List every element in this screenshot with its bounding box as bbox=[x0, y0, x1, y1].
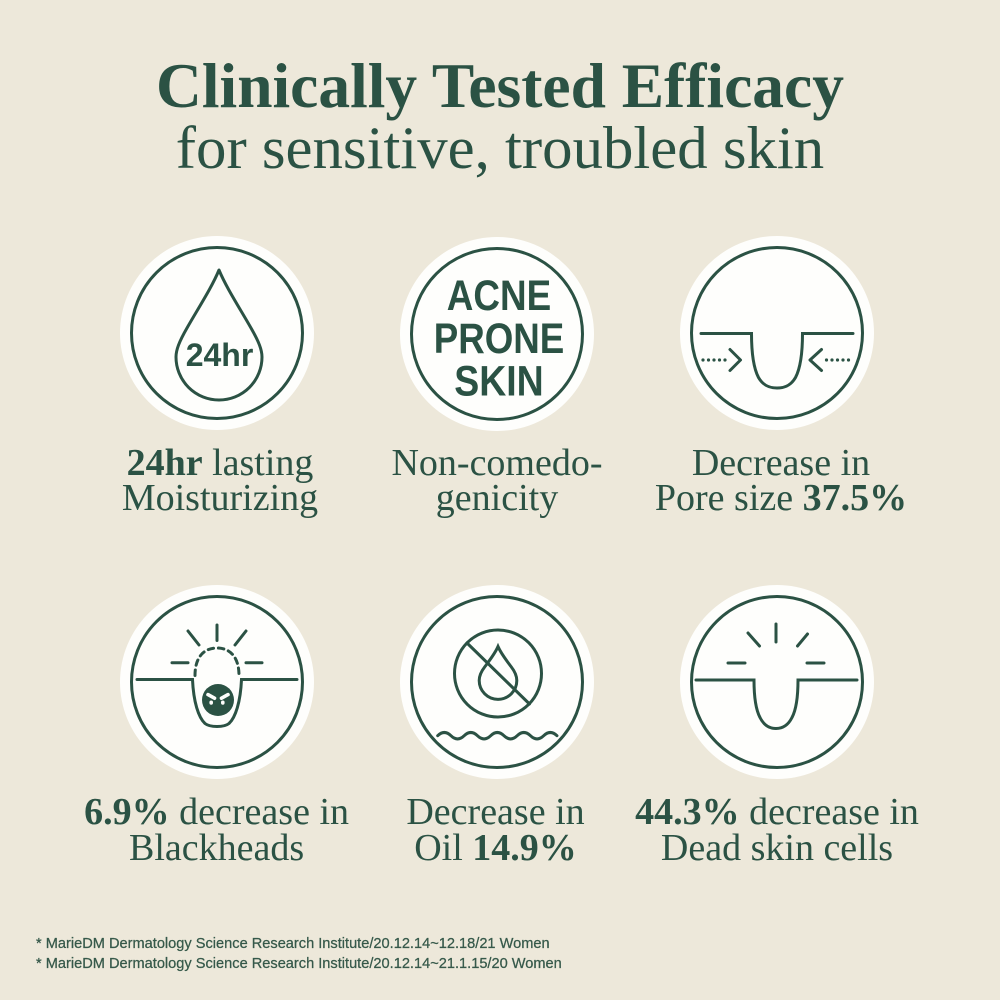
svg-text:SKIN: SKIN bbox=[454, 358, 543, 405]
svg-text:ACNE: ACNE bbox=[447, 273, 551, 320]
svg-text:24hr: 24hr bbox=[186, 337, 254, 373]
svg-text:PRONE: PRONE bbox=[434, 316, 565, 363]
